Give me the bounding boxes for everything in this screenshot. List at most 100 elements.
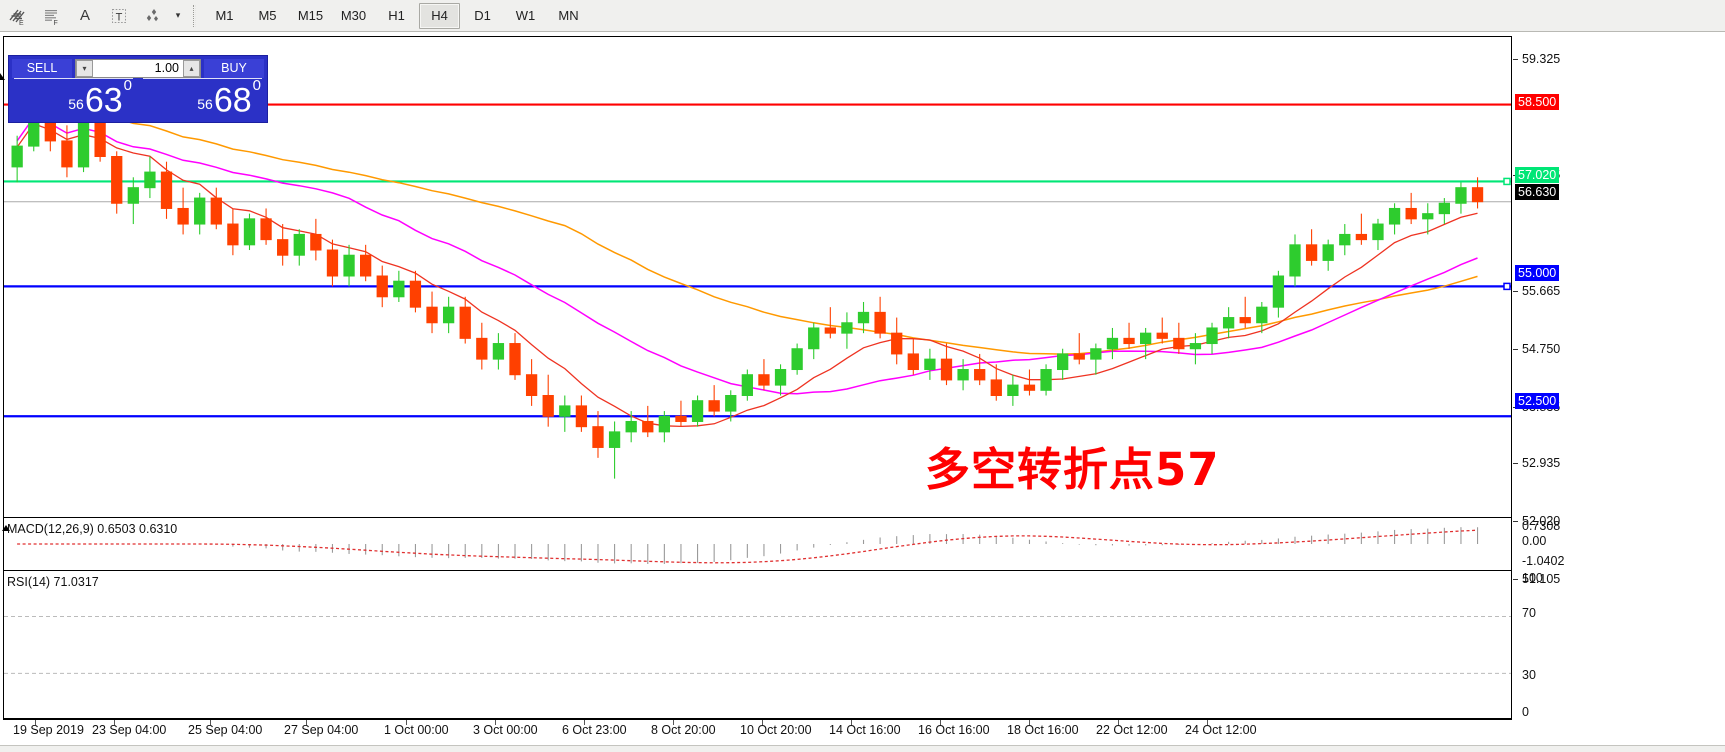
sell-button[interactable]: SELL [12, 58, 72, 78]
candle [1305, 229, 1318, 266]
candle [459, 296, 471, 344]
volume-decrease-icon[interactable]: ▾ [76, 59, 93, 77]
candle [127, 177, 139, 225]
support-52-badge[interactable]: 52.500 [1515, 393, 1560, 409]
text-object-icon[interactable]: T [102, 1, 136, 31]
ma-red-line [16, 123, 1478, 428]
buy-price-cell[interactable]: 56680 [141, 77, 264, 120]
candle [210, 187, 222, 230]
level-handle[interactable] [1503, 282, 1511, 291]
candle [442, 296, 455, 334]
time-axis-label: 23 Sep 04:00 [92, 723, 167, 737]
templates-icon[interactable]: F [34, 1, 68, 31]
candle [177, 187, 189, 235]
sell-price-fraction: 0 [123, 76, 132, 94]
candle [525, 359, 538, 406]
green-level-badge[interactable]: 57.020 [1515, 167, 1560, 183]
timeframe-h1[interactable]: H1 [388, 8, 405, 23]
plot-border [3, 36, 1512, 719]
candle [1222, 307, 1235, 339]
candle [1455, 182, 1467, 214]
rsi-pane [4, 570, 1511, 719]
timeframe-mn[interactable]: MN [558, 8, 579, 23]
candle [144, 156, 156, 199]
timeframe-d1[interactable]: D1 [474, 8, 491, 23]
price-axis-tick [1513, 349, 1518, 350]
macd-marker-icon [2, 525, 10, 531]
time-axis-label: 3 Oct 00:00 [473, 723, 538, 737]
candle [1471, 177, 1484, 209]
time-axis-tick [306, 720, 307, 725]
rsi-axis-label: 70 [1522, 606, 1536, 620]
rsi-axis-label: 100 [1522, 571, 1543, 585]
time-axis-label: 14 Oct 16:00 [829, 723, 901, 737]
candle [791, 343, 803, 375]
objects-icon[interactable] [136, 1, 170, 31]
candle [111, 151, 123, 214]
candle [1156, 317, 1168, 344]
main-toolbar: E F A T ▾ M1 M5 M15 [0, 0, 1725, 32]
candle [625, 411, 637, 443]
candle [1189, 333, 1202, 365]
price-axis-tick [1513, 463, 1518, 464]
candle [1405, 192, 1417, 225]
price-axis-label: 54.750 [1522, 342, 1561, 356]
candle [741, 369, 753, 401]
rsi-axis-label: 0 [1522, 705, 1529, 719]
buy-price-main: 68 [213, 81, 252, 119]
price-axis-tick [1513, 291, 1518, 292]
time-axis[interactable]: 19 Sep 2019 23 Sep 04:00 25 Sep 04:00 27 Se… [3, 720, 1512, 744]
candle [542, 374, 554, 427]
timeframe-h4[interactable]: H4 [419, 2, 460, 29]
objects-dropdown-caret-icon[interactable]: ▾ [175, 10, 181, 20]
candle [260, 208, 272, 245]
candle [1289, 234, 1301, 287]
macd-axis-label: -1.0402 [1522, 554, 1565, 568]
time-axis-label: 27 Sep 04:00 [284, 723, 359, 737]
candle [575, 395, 588, 432]
indicators-icon[interactable]: E [0, 1, 34, 31]
time-axis-tick [35, 720, 36, 725]
candle [1388, 203, 1401, 235]
timeframe-m30[interactable]: M30 [340, 8, 367, 23]
timeframe-w1[interactable]: W1 [515, 8, 536, 23]
support-55-badge[interactable]: 55.000 [1515, 265, 1560, 281]
timeframe-m15[interactable]: M15 [297, 8, 324, 23]
time-axis-tick [762, 720, 763, 725]
buy-button[interactable]: BUY [204, 58, 264, 78]
candle [1023, 369, 1036, 396]
time-axis-label: 19 Sep 2019 [13, 723, 84, 737]
price-axis-tick [1513, 579, 1518, 580]
level-handle[interactable] [1503, 177, 1511, 186]
text-label-icon[interactable]: A [79, 7, 90, 24]
candle [675, 400, 687, 427]
candle [725, 390, 737, 422]
candle [310, 218, 322, 261]
candle [11, 135, 23, 183]
resistance-level-badge[interactable]: 58.500 [1515, 94, 1560, 110]
volume-increase-icon[interactable]: ▴ [183, 59, 200, 77]
one-click-trading-panel[interactable]: SELL ▾ 1.00 ▴ BUY 56630 56680 [8, 55, 268, 123]
candle [1106, 327, 1119, 360]
time-axis-tick [584, 720, 585, 725]
sell-price-cell[interactable]: 56630 [12, 76, 135, 120]
price-axis[interactable]: 59.32557.49555.66554.75053.83552.93552.0… [1513, 36, 1722, 719]
price-axis-label: 59.325 [1522, 52, 1561, 66]
volume-input[interactable]: ▾ 1.00 ▴ [75, 58, 201, 78]
candle [227, 208, 239, 256]
macd-caption: MACD(12,26,9) 0.6503 0.6310 [7, 522, 178, 536]
candle [841, 312, 853, 349]
last-price-badge[interactable]: 56.630 [1515, 184, 1560, 200]
timeframe-m5[interactable]: M5 [258, 8, 277, 23]
candle [1206, 322, 1218, 354]
time-axis-label: 22 Oct 12:00 [1096, 723, 1168, 737]
candle [974, 353, 986, 386]
time-axis-label: 25 Sep 04:00 [188, 723, 263, 737]
candle [1256, 301, 1268, 334]
candle [409, 270, 422, 313]
timeframe-m1[interactable]: M1 [215, 8, 234, 23]
ma-orange-line [16, 93, 1478, 355]
volume-value[interactable]: 1.00 [154, 61, 179, 75]
chart-area: USOil-,H4 56.680 56.680 56.550 56.630 MA… [0, 33, 1725, 752]
rsi-canvas [4, 571, 1511, 674]
